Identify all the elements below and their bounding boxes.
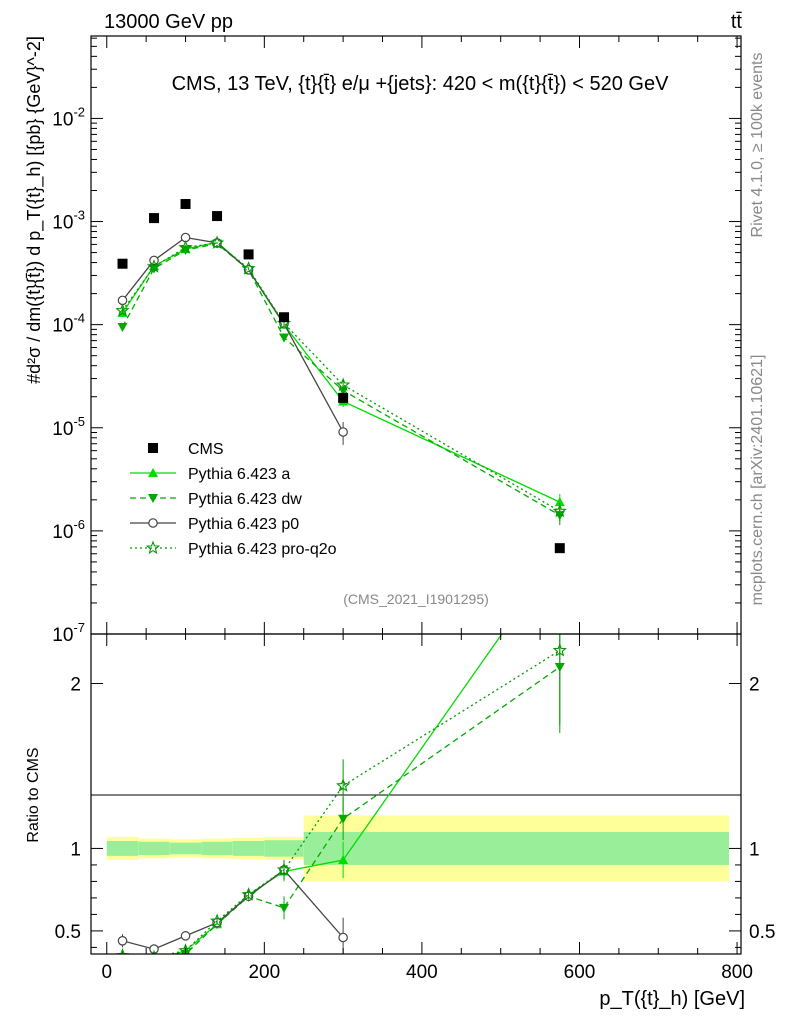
y-tick-label: 10-6 (52, 517, 85, 543)
ratio-bands (106, 815, 729, 882)
ratio-y-tick-label: 2 (70, 674, 81, 695)
cms-point (554, 543, 565, 554)
main-panel: 10-7 10-6 10-5 10-4 10-3 10-2 CMS, 13 TeV, {t… (24, 35, 742, 646)
series-point (335, 377, 351, 391)
mcplots-label: mcplots.cern.ch [arXiv:2401.10621] (749, 355, 766, 606)
cms-point (149, 213, 160, 224)
cms-point (212, 211, 223, 222)
ratio-band-inner (106, 841, 139, 856)
ratio-point (118, 962, 128, 971)
chart-title: CMS, 13 TeV, {t}{t̄} e/μ +{jets}: 420 < … (172, 73, 670, 95)
ratio-band-inner (232, 841, 265, 856)
series-point (178, 240, 193, 254)
ratio-series-line (122, 869, 344, 950)
ratio-y-tick-label: 2 (749, 674, 760, 695)
cms-point (243, 249, 254, 260)
legend: CMS Pythia 6.423 a Pythia 6.423 dw Pythia 6… (130, 441, 337, 558)
ratio-x-ticks: 0 200 400 600 800 (101, 634, 753, 983)
series-point (338, 427, 348, 437)
x-tick-label: 200 (248, 962, 280, 983)
process-label: tt̄ (731, 11, 743, 33)
ratio-point (276, 862, 292, 876)
ratio-point (338, 932, 348, 943)
series-point (146, 259, 162, 273)
legend-label: Pythia 6.423 a (188, 466, 290, 483)
legend-marker (148, 443, 158, 453)
ratio-point (279, 903, 290, 913)
rivet-label: Rivet 4.1.0, ≥ 100k events (749, 53, 766, 238)
y-tick-label: 10-3 (52, 208, 85, 234)
ratio-point (336, 778, 351, 792)
ratio-point (180, 931, 191, 941)
x-tick-label: 600 (564, 962, 596, 983)
ratio-point (149, 944, 159, 954)
x-tick-label: 0 (101, 962, 112, 983)
ratio-point (118, 970, 128, 979)
series-point (210, 235, 225, 250)
ratio-y-tick-label: 0.5 (749, 922, 775, 943)
x-axis-label: p_T({t}_h) [GeV] (599, 988, 745, 1010)
ratio-point (209, 913, 225, 928)
ratio-band-inner (169, 842, 202, 855)
series-point (115, 303, 130, 317)
y-tick-label: 10-2 (52, 104, 85, 130)
ratio-series-line (166, 649, 561, 954)
ratio-frame (90, 633, 742, 955)
ratio-point (241, 887, 256, 901)
cms-point (279, 312, 290, 323)
ratio-band-inner (382, 831, 729, 865)
ratio-y-tick-label: 1 (70, 839, 81, 860)
y-axis-label: #d²σ / dm({t}{t̄}) d p_T({t}_h) [{pb} {G… (24, 36, 45, 384)
ratio-y-ticks: 0.5 0.5 1 1 2 2 (55, 674, 775, 948)
legend-label: Pythia 6.423 dw (188, 491, 302, 508)
legend-marker (148, 494, 158, 503)
legend-label: Pythia 6.423 pro-q2o (188, 541, 337, 558)
series-point (241, 261, 256, 275)
ratio-point (338, 854, 349, 864)
main-x-ticks (106, 36, 738, 634)
energy-label: 13000 GeV pp (104, 11, 233, 33)
cms-point (117, 258, 128, 269)
x-tick-label: 400 (406, 962, 438, 983)
legend-marker (148, 518, 158, 528)
legend-marker (145, 540, 161, 555)
series-point (554, 497, 565, 507)
series-line (121, 242, 561, 512)
ratio-panel: 0.5 0.5 1 1 2 2 0 200 400 600 800 Ratio to CMS p_… (25, 633, 775, 1010)
ratio-point (552, 642, 567, 657)
y-tick-label: 10-4 (52, 311, 85, 337)
ratio-band-inner (138, 841, 170, 856)
main-y-ticks: 10-7 10-6 10-5 10-4 10-3 10-2 (52, 37, 741, 646)
legend-marker (148, 468, 158, 477)
cms-point (180, 198, 191, 209)
ratio-y-label: Ratio to CMS (25, 747, 42, 842)
ratio-point (149, 957, 159, 966)
legend-label: Pythia 6.423 p0 (188, 516, 299, 533)
ratio-series (115, 634, 567, 979)
series-point (117, 322, 128, 332)
series-point (552, 503, 567, 518)
ratio-band-inner (201, 841, 233, 856)
x-tick-label: 800 (721, 962, 753, 983)
ratio-point (338, 814, 349, 824)
y-tick-label: 10-5 (52, 414, 85, 440)
series-line (121, 241, 561, 503)
y-tick-label: 10-7 (52, 620, 85, 646)
ratio-band-inner (264, 840, 304, 857)
analysis-id: (CMS_2021_I1901295) (343, 591, 489, 607)
cms-point (338, 392, 349, 403)
main-series (115, 232, 567, 526)
ratio-series-group (115, 634, 567, 979)
ratio-y-tick-label: 1 (749, 839, 760, 860)
legend-label: CMS (188, 441, 224, 458)
ratio-series-line (172, 634, 503, 954)
series-point (279, 333, 290, 343)
ratio-point (117, 936, 128, 946)
main-data (117, 198, 565, 554)
ratio-point (149, 956, 159, 965)
ratio-y-tick-label: 0.5 (55, 922, 81, 943)
